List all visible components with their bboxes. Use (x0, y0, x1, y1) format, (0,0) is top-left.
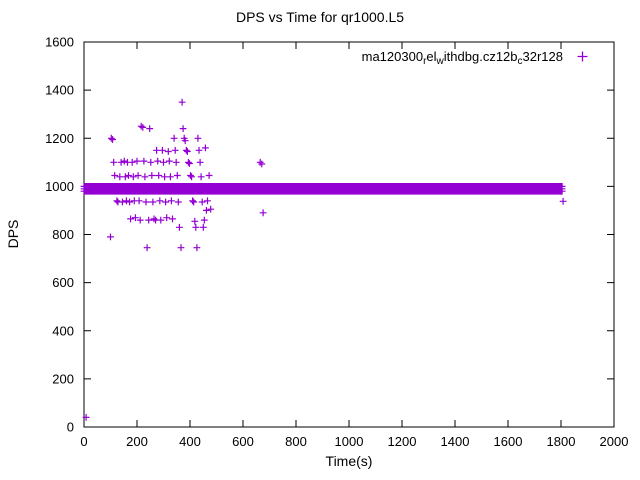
y-tick-label: 600 (52, 275, 74, 290)
x-tick-labels: 0 200 400 600 800 1000 1200 1400 1600 1800 2000 (80, 434, 628, 449)
legend-label-text: ma120300 (361, 49, 424, 64)
y-tick-label: 0 (67, 420, 74, 435)
x-tick-label: 600 (232, 434, 254, 449)
x-axis-title: Time(s) (326, 453, 373, 469)
x-tick-label: 2000 (600, 434, 629, 449)
legend-label-text: ithdbg.cz12b (443, 49, 518, 64)
legend-label-text: el (426, 49, 437, 64)
scatter-points (80, 98, 567, 421)
y-tick-label: 1400 (45, 83, 74, 98)
x-tick-label: 0 (80, 434, 87, 449)
y-tick-label: 400 (52, 323, 74, 338)
y-tick-label: 800 (52, 227, 74, 242)
axes (83, 41, 615, 428)
x-tick-label: 1200 (388, 434, 417, 449)
series-plus-markers (80, 98, 567, 421)
y-tick-label: 200 (52, 371, 74, 386)
x-tick-label: 1000 (335, 434, 364, 449)
axis-frame-and-ticks (83, 41, 615, 428)
legend-label-text: 32r128 (522, 49, 563, 64)
legend-label-subscript: c (517, 56, 523, 67)
x-tick-label: 200 (126, 434, 148, 449)
y-tick-label: 1200 (45, 131, 74, 146)
y-tick-labels: 0 200 400 600 800 1000 1200 1400 1600 (45, 35, 74, 435)
x-tick-label: 400 (179, 434, 201, 449)
legend-plus-marker-icon (577, 51, 588, 62)
x-tick-label: 1800 (547, 434, 576, 449)
legend-series-label: ma120300relwithdbg.cz12bc32r128 (361, 49, 563, 67)
legend-label-subscript: w (436, 56, 444, 67)
legend-label-subscript: r (423, 56, 427, 67)
x-tick-label: 1400 (441, 434, 470, 449)
y-tick-label: 1000 (45, 179, 74, 194)
y-tick-label: 1600 (45, 35, 74, 50)
x-tick-label: 800 (285, 434, 307, 449)
x-tick-label: 1600 (494, 434, 523, 449)
y-axis-title: DPS (5, 220, 21, 249)
chart-title: DPS vs Time for qr1000.L5 (236, 9, 404, 25)
legend: ma120300relwithdbg.cz12bc32r128 (361, 49, 588, 67)
